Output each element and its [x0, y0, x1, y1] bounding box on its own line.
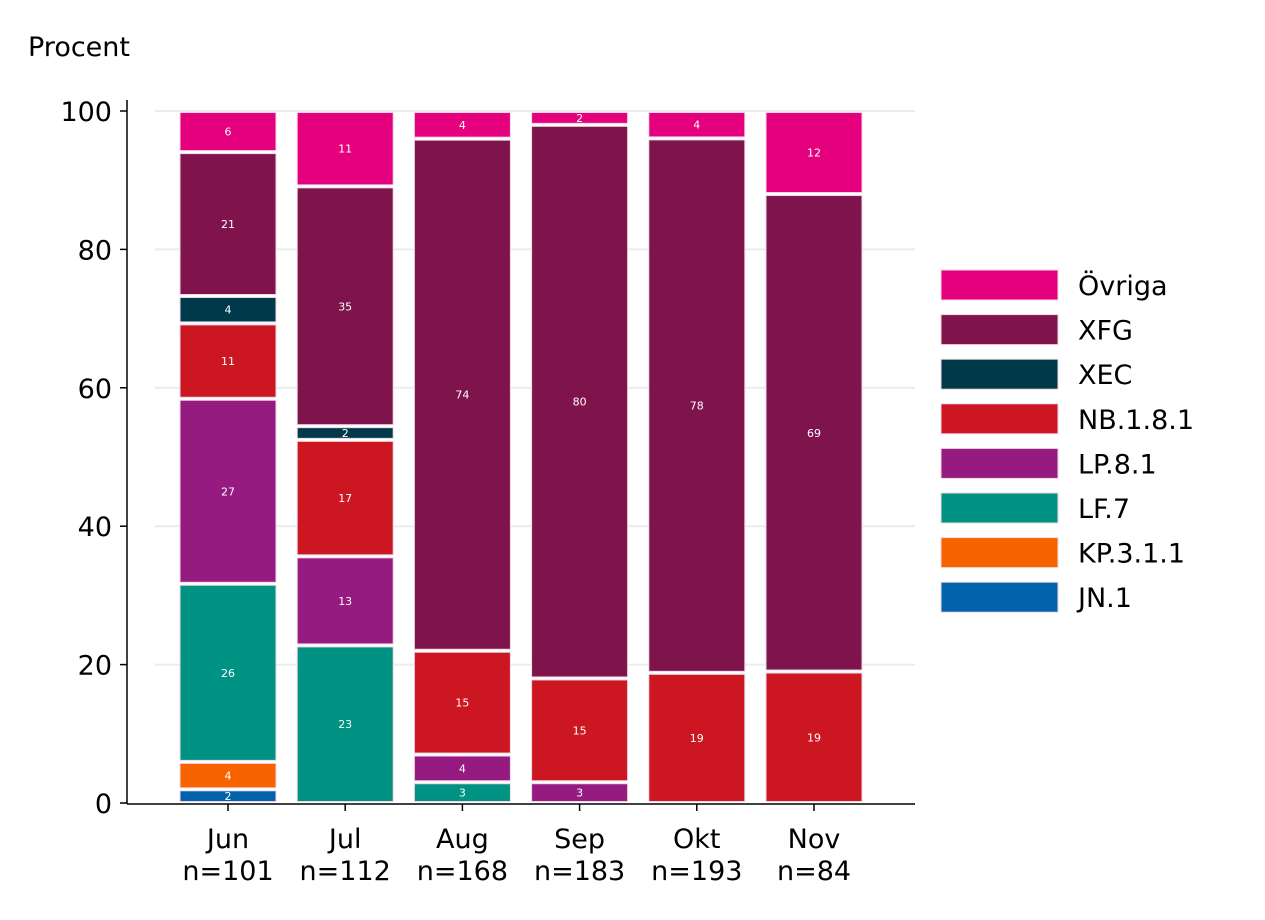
bar-segment	[296, 557, 394, 645]
data-label: 13	[338, 595, 352, 608]
x-count-label: n=101	[182, 856, 273, 887]
data-label: 2	[225, 790, 232, 803]
bar-segment	[531, 125, 629, 678]
bar-segment	[648, 112, 746, 138]
bar-segment	[531, 679, 629, 782]
data-label: 4	[225, 304, 232, 317]
data-label: 4	[459, 119, 466, 132]
data-label: 4	[225, 770, 232, 783]
data-label: 19	[807, 731, 821, 744]
data-label: 35	[338, 300, 352, 313]
y-tick-label: 20	[78, 651, 112, 682]
bar-segment	[179, 153, 277, 295]
data-label: 26	[221, 667, 235, 680]
legend-swatch	[940, 581, 1059, 613]
bar-segment	[413, 755, 511, 782]
x-tick-label: Sep	[554, 824, 605, 855]
bar-segment	[413, 139, 511, 650]
bar-segment	[179, 324, 277, 398]
data-label: 6	[225, 126, 232, 139]
bar-segment	[765, 195, 863, 671]
legend-label: LF.7	[1078, 494, 1130, 525]
bar-segment	[179, 399, 277, 583]
bar-segment	[179, 584, 277, 761]
bar-segment	[296, 427, 394, 439]
data-label: 12	[807, 147, 821, 160]
bar-segment	[765, 112, 863, 194]
x-tick-label: Aug	[436, 824, 489, 855]
data-label: 21	[221, 218, 235, 231]
legend-swatch	[940, 358, 1059, 390]
data-label: 19	[690, 732, 704, 745]
bar-segment	[296, 646, 394, 802]
legend-swatch	[940, 447, 1059, 479]
data-label: 4	[693, 119, 700, 132]
data-label: 15	[455, 697, 469, 710]
bar-segment	[413, 112, 511, 138]
bar-segment	[765, 672, 863, 803]
bar-segment	[531, 783, 629, 802]
bar-segment	[296, 112, 394, 186]
x-tick-label: Okt	[673, 824, 720, 855]
bar-segment	[179, 790, 277, 803]
legend-label: JN.1	[1076, 583, 1132, 614]
y-tick-label: 100	[60, 97, 112, 128]
data-label: 78	[690, 400, 704, 413]
x-count-label: n=84	[777, 856, 851, 887]
legend-swatch	[940, 269, 1059, 301]
data-label: 4	[459, 762, 466, 775]
x-count-label: n=112	[300, 856, 391, 887]
bar-segment	[296, 187, 394, 426]
bar-segment	[179, 112, 277, 152]
data-label: 3	[576, 787, 583, 800]
bar-segment	[648, 139, 746, 672]
data-label: 69	[807, 427, 821, 440]
data-label: 27	[221, 485, 235, 498]
y-tick-label: 80	[78, 235, 112, 266]
data-label: 80	[573, 396, 587, 409]
y-axis-label: Procent	[28, 32, 130, 63]
x-tick-label: Jun	[205, 824, 249, 855]
legend-swatch	[940, 492, 1059, 524]
data-label: 23	[338, 718, 352, 731]
data-label: 11	[221, 355, 235, 368]
bar-segment	[296, 440, 394, 556]
legend-label: NB.1.8.1	[1078, 405, 1194, 436]
x-tick-label: Jul	[327, 824, 362, 855]
legend-swatch	[940, 314, 1059, 346]
data-label: 3	[459, 787, 466, 800]
data-label: 11	[338, 143, 352, 156]
y-tick-label: 40	[78, 512, 112, 543]
legend-label: XFG	[1078, 316, 1133, 347]
bar-segment	[648, 673, 746, 802]
x-count-label: n=193	[651, 856, 742, 887]
bar-segment	[179, 296, 277, 323]
legend-swatch	[940, 537, 1059, 569]
bar-segment	[531, 112, 629, 124]
legend-label: Övriga	[1078, 270, 1168, 302]
data-label: 74	[455, 389, 469, 402]
y-tick-label: 0	[95, 789, 112, 820]
legend-label: KP.3.1.1	[1078, 539, 1185, 570]
legend-swatch	[940, 403, 1059, 435]
bar-segment	[179, 762, 277, 789]
x-count-label: n=168	[417, 856, 508, 887]
data-label: 17	[338, 492, 352, 505]
data-label: 15	[573, 724, 587, 737]
bar-segment	[413, 783, 511, 802]
data-label: 2	[576, 112, 583, 125]
legend-label: XEC	[1078, 360, 1132, 391]
legend-label: LP.8.1	[1078, 449, 1157, 480]
bar-segment	[413, 651, 511, 754]
y-tick-label: 60	[78, 374, 112, 405]
data-label: 2	[342, 427, 349, 440]
x-tick-label: Nov	[788, 824, 841, 855]
x-count-label: n=183	[534, 856, 625, 887]
